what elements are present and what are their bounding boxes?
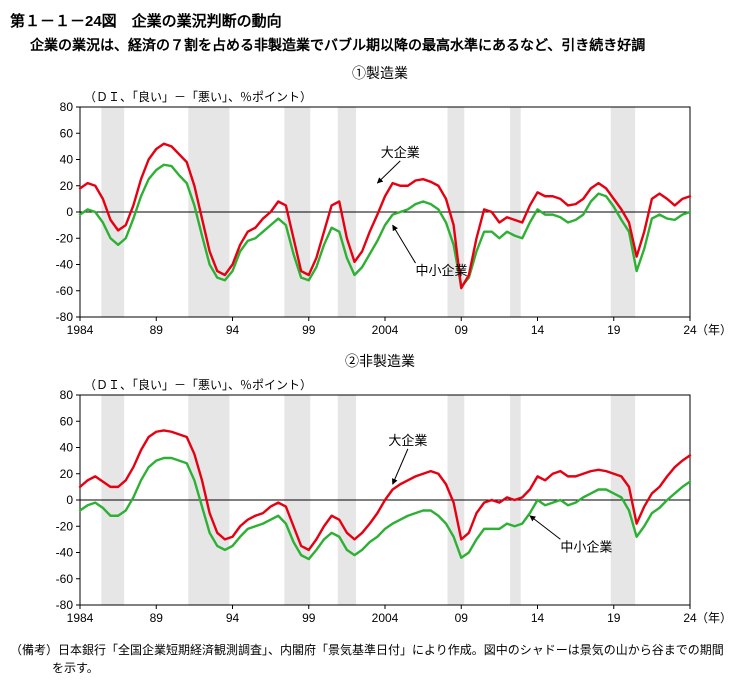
- svg-text:89: 89: [150, 611, 164, 625]
- svg-text:40: 40: [60, 153, 74, 167]
- svg-text:-80: -80: [56, 310, 74, 324]
- svg-text:80: 80: [60, 388, 74, 402]
- svg-text:（年）: （年）: [696, 611, 730, 625]
- svg-text:-60: -60: [56, 572, 74, 586]
- svg-text:14: 14: [531, 323, 545, 337]
- svg-text:80: 80: [60, 100, 74, 114]
- svg-text:24: 24: [683, 323, 697, 337]
- svg-text:14: 14: [531, 611, 545, 625]
- svg-text:2004: 2004: [372, 611, 399, 625]
- svg-text:94: 94: [226, 323, 240, 337]
- svg-text:60: 60: [60, 414, 74, 428]
- svg-text:60: 60: [60, 126, 74, 140]
- svg-text:大企業: 大企業: [388, 433, 427, 448]
- svg-text:0: 0: [66, 493, 73, 507]
- svg-text:-20: -20: [56, 519, 74, 533]
- chart-2-wrap: ②非製造業 -80 -60 -40 -20 0 20 40 60 80 1984 89 94 99 200…: [30, 351, 730, 633]
- figure-subtitle: 企業の業況は、経済の７割を占める非製造業でバブル期以降の最高水準にあるなど、引き…: [30, 35, 730, 55]
- svg-text:99: 99: [302, 323, 316, 337]
- svg-text:-80: -80: [56, 598, 74, 612]
- svg-text:-40: -40: [56, 258, 74, 272]
- svg-text:24: 24: [683, 611, 697, 625]
- svg-text:（ＤＩ、「良い」－「悪い」、％ポイント）: （ＤＩ、「良い」－「悪い」、％ポイント）: [84, 377, 312, 392]
- figure-title: 第１－１－24図 企業の業況判断の動向: [10, 10, 730, 31]
- svg-text:中小企業: 中小企業: [416, 263, 468, 278]
- chart-2-title: ②非製造業: [30, 351, 730, 371]
- svg-text:99: 99: [302, 611, 316, 625]
- svg-text:94: 94: [226, 611, 240, 625]
- chart-1-wrap: ①製造業 -80 -60 -40 -20 0 20 40 60 80 1984 89 94 99 2004…: [30, 63, 730, 345]
- svg-text:89: 89: [150, 323, 164, 337]
- svg-text:1984: 1984: [67, 611, 94, 625]
- svg-text:09: 09: [455, 611, 469, 625]
- svg-text:1984: 1984: [67, 323, 94, 337]
- svg-text:19: 19: [607, 611, 621, 625]
- svg-text:（ＤＩ、「良い」－「悪い」、％ポイント）: （ＤＩ、「良い」－「悪い」、％ポイント）: [84, 89, 312, 104]
- svg-text:09: 09: [455, 323, 469, 337]
- svg-text:40: 40: [60, 441, 74, 455]
- svg-text:（年）: （年）: [696, 323, 730, 337]
- svg-text:-20: -20: [56, 231, 74, 245]
- svg-text:20: 20: [60, 179, 74, 193]
- svg-text:-60: -60: [56, 284, 74, 298]
- chart-2-svg: -80 -60 -40 -20 0 20 40 60 80 1984 89 94 99 2004 09 14 1…: [30, 373, 730, 633]
- chart-1-svg: -80 -60 -40 -20 0 20 40 60 80 1984 89 94 99 2004 09 14 1…: [30, 85, 730, 345]
- chart-1-title: ①製造業: [30, 63, 730, 83]
- svg-text:20: 20: [60, 467, 74, 481]
- svg-text:2004: 2004: [372, 323, 399, 337]
- svg-text:-40: -40: [56, 546, 74, 560]
- svg-text:0: 0: [66, 205, 73, 219]
- svg-text:19: 19: [607, 323, 621, 337]
- svg-text:中小企業: 中小企業: [560, 539, 612, 554]
- svg-text:大企業: 大企業: [381, 145, 420, 160]
- footnote: （備考）日本銀行「全国企業短期経済観測調査」、内閣府「景気基準日付」により作成。…: [10, 641, 730, 677]
